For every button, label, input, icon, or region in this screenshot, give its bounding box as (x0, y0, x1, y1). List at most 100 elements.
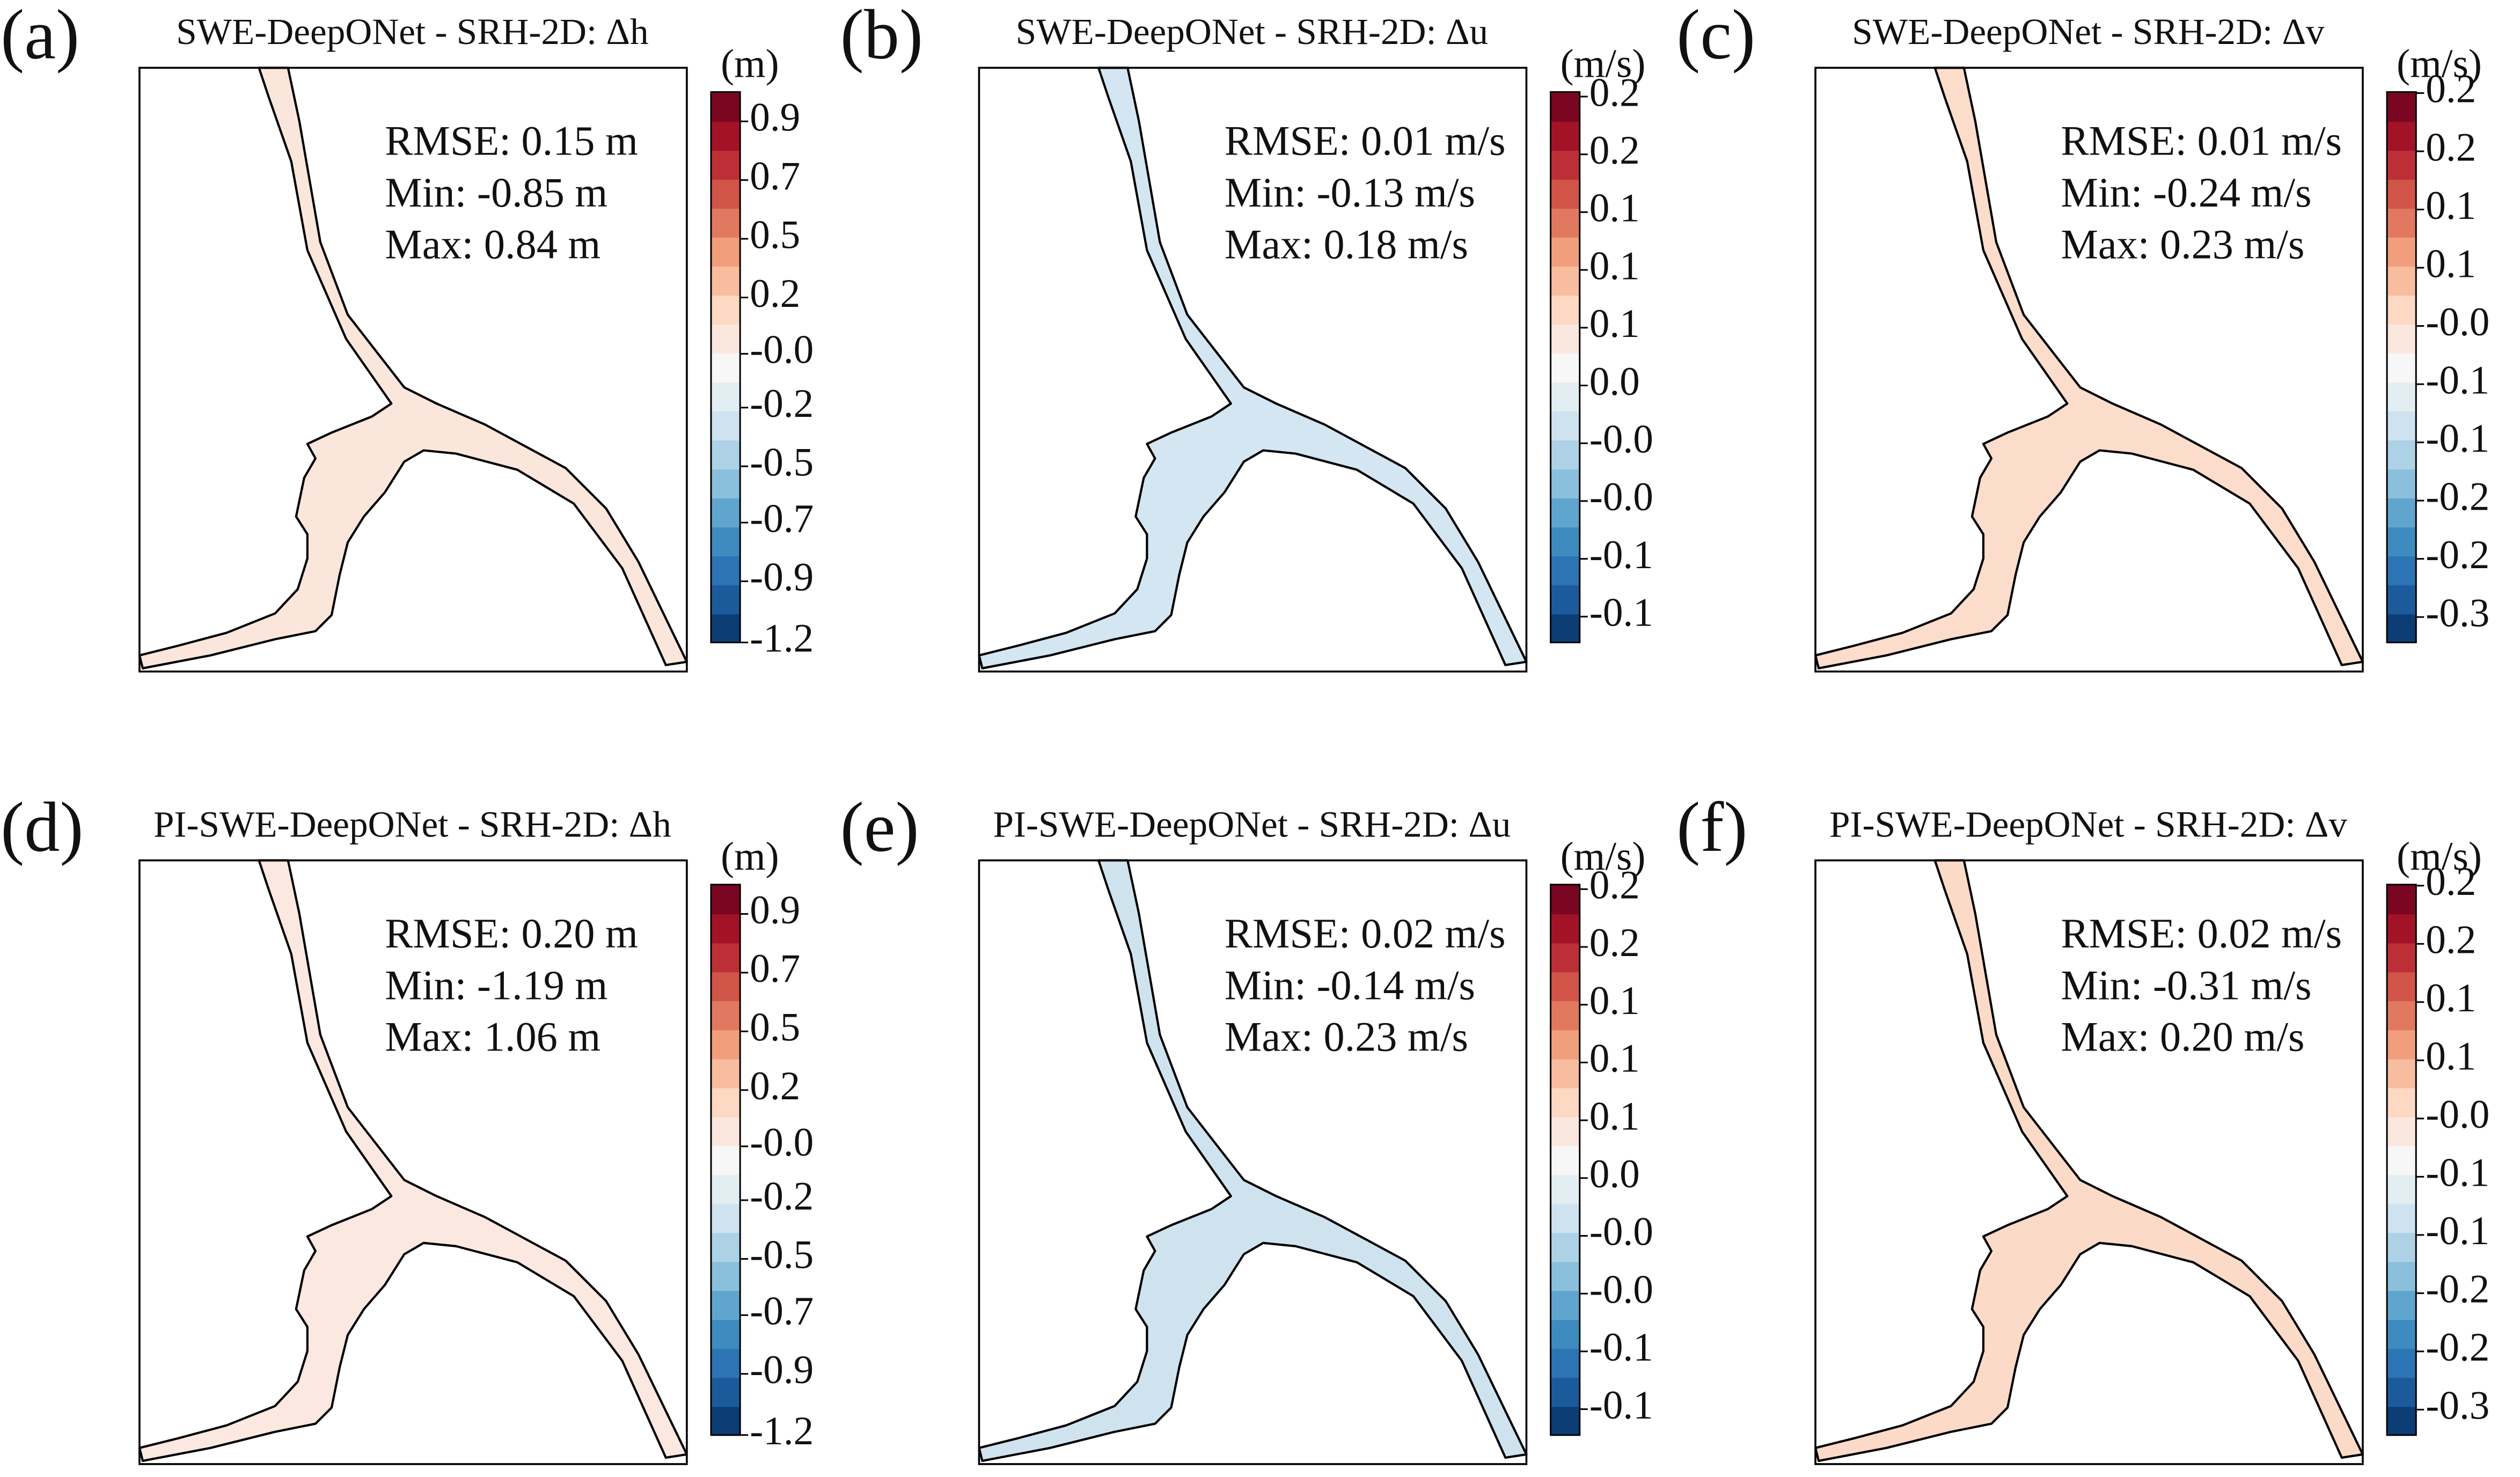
colorbar-tick-label: -0.0 (1589, 1267, 1653, 1312)
river-field (138, 67, 688, 670)
colorbar-band (2387, 266, 2416, 296)
panel-label: (e) (840, 788, 919, 866)
colorbar-band (711, 1029, 741, 1060)
panel-title: PI-SWE-DeepONet - SRH-2D: Δv (1829, 803, 2347, 844)
colorbar-tick-label: -0.1 (1589, 591, 1653, 635)
colorbar-band (1550, 1348, 1580, 1378)
annotation: Max: 1.06 m (385, 1013, 600, 1060)
colorbar-band (1550, 1319, 1580, 1349)
colorbar-tick-label: 0.9 (750, 95, 800, 139)
colorbar-band (1550, 613, 1580, 643)
colorbar-tick-label: -0.9 (750, 555, 814, 600)
colorbar-band (711, 1319, 741, 1349)
colorbar-tick-label: 0.2 (750, 1064, 800, 1108)
colorbar-tick-label: -0.0 (750, 1120, 814, 1165)
colorbar-band (1550, 971, 1580, 1002)
colorbar-band (2387, 1290, 2416, 1320)
colorbar-tick-label: 0.0 (1589, 1152, 1640, 1196)
colorbar-tick-label: -1.2 (750, 616, 814, 661)
annotation: Min: -1.19 m (385, 961, 607, 1008)
colorbar-band (2387, 526, 2416, 556)
colorbar-label: (m/s) (1561, 42, 1646, 86)
colorbar-band (2387, 1058, 2416, 1089)
colorbar-band (711, 439, 741, 469)
colorbar-tick-label: 0.2 (750, 271, 800, 316)
colorbar-band (2387, 121, 2416, 151)
colorbar-label: (m/s) (2397, 42, 2482, 86)
colorbar-band (2387, 1174, 2416, 1204)
colorbar-band (711, 468, 741, 498)
colorbar-band (2387, 584, 2416, 614)
colorbar-band (1550, 150, 1580, 180)
panel-title: PI-SWE-DeepONet - SRH-2D: Δh (153, 803, 671, 844)
colorbar-band (711, 1116, 741, 1147)
colorbar-band (1550, 1116, 1580, 1147)
colorbar-band (711, 266, 741, 296)
colorbar-band (2387, 439, 2416, 469)
colorbar-band (711, 410, 741, 440)
colorbar-tick-label: 0.1 (1589, 1094, 1640, 1138)
colorbar-band (1550, 468, 1580, 498)
colorbar-band (2387, 352, 2416, 383)
colorbar-band (711, 1058, 741, 1089)
colorbar-band (1550, 381, 1580, 411)
river-field (1814, 859, 2364, 1463)
colorbar-band (1550, 352, 1580, 383)
panel-title: PI-SWE-DeepONet - SRH-2D: Δu (993, 803, 1511, 844)
colorbar-band (2387, 971, 2416, 1002)
colorbar-band (711, 324, 741, 354)
colorbar-tick-label: -0.2 (750, 381, 814, 426)
colorbar-band (2387, 913, 2416, 944)
colorbar-tick-label: -0.2 (2426, 533, 2489, 577)
colorbar-band (1550, 497, 1580, 527)
river-field (978, 859, 1528, 1463)
annotation: RMSE: 0.01 m/s (2061, 117, 2342, 164)
annotation: Min: -0.13 m/s (1225, 169, 1475, 216)
annotation: Max: 0.84 m (385, 221, 600, 267)
colorbar-tick-label: -0.1 (2426, 1151, 2489, 1195)
panel-label: (a) (1, 0, 79, 74)
panel-title: SWE-DeepONet - SRH-2D: Δv (1852, 11, 2325, 52)
colorbar-tick-label: 0.2 (2426, 67, 2476, 112)
colorbar-band (711, 613, 741, 643)
colorbar-band (1550, 295, 1580, 325)
colorbar-band (711, 237, 741, 267)
colorbar-tick-label: 0.2 (1589, 128, 1640, 173)
river-field (138, 859, 688, 1463)
colorbar-band (1550, 1000, 1580, 1031)
colorbar-band (2387, 1087, 2416, 1118)
colorbar-tick-label: -0.0 (2426, 1092, 2489, 1137)
colorbar-tick-label: 0.7 (750, 946, 800, 991)
colorbar-band (1550, 1029, 1580, 1060)
colorbar-band (1550, 1261, 1580, 1291)
colorbar-band (1550, 1232, 1580, 1262)
colorbar-band (1550, 410, 1580, 440)
axes-frame (138, 67, 688, 673)
colorbar-band (2387, 1029, 2416, 1060)
panel-label: (f) (1676, 788, 1747, 866)
annotation: Max: 0.18 m/s (1225, 221, 1468, 267)
colorbar-band (1550, 208, 1580, 238)
colorbar-band (711, 352, 741, 383)
colorbar-tick-label: 0.2 (1589, 863, 1640, 908)
colorbar-tick-label: 0.5 (750, 212, 800, 257)
colorbar-band (711, 295, 741, 325)
axes-frame (138, 859, 688, 1465)
colorbar-band (1550, 179, 1580, 209)
colorbar-band (711, 497, 741, 527)
colorbar-band (2387, 613, 2416, 643)
colorbar-band (711, 1145, 741, 1175)
colorbar-tick-label: 0.1 (2426, 241, 2476, 286)
colorbar-band (1550, 439, 1580, 469)
colorbar-tick-label: 0.2 (2426, 859, 2476, 904)
colorbar-band (1550, 1174, 1580, 1204)
colorbar-tick-label: 0.7 (750, 154, 800, 199)
colorbar-band (2387, 179, 2416, 209)
colorbar-band (711, 913, 741, 944)
colorbar-band (1550, 1290, 1580, 1320)
colorbar-tick-label: -0.1 (2426, 416, 2489, 461)
colorbar-band (1550, 324, 1580, 354)
annotation: RMSE: 0.15 m (385, 117, 638, 164)
